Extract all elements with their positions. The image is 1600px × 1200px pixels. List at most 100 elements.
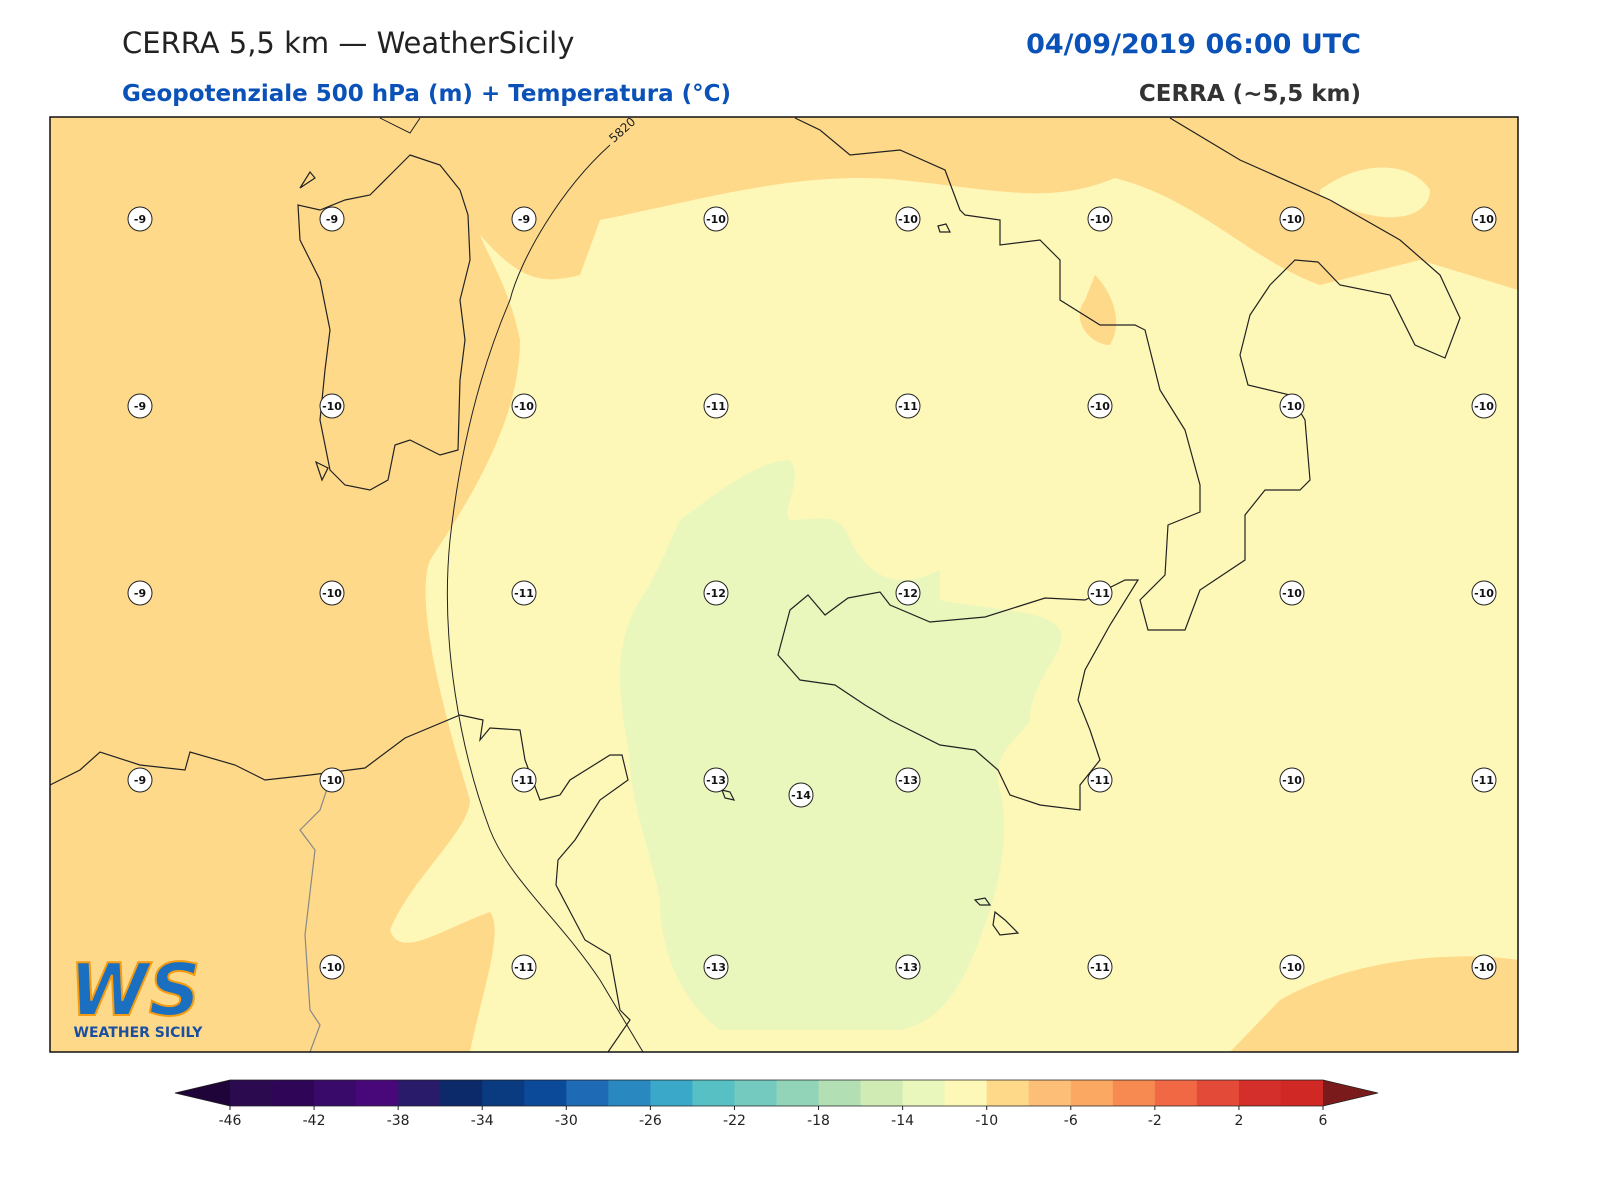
label-circle (703, 393, 729, 419)
temperature-label: -9 (134, 213, 146, 226)
colorbar-segment (1028, 1080, 1072, 1106)
label-circle (895, 580, 921, 606)
temperature-label: -9 (134, 400, 146, 413)
coastline (794, 117, 1461, 631)
colorbar-segment (776, 1080, 820, 1106)
temperature-label: -10 (1282, 400, 1302, 413)
title: CERRA 5,5 km — WeatherSicily (122, 26, 574, 60)
label-circle (1087, 393, 1113, 419)
temperature-field (1320, 167, 1430, 218)
label-circle (1471, 767, 1497, 793)
label-circle (511, 580, 537, 606)
map: 5820 -9 -9 -9 -10 -10 -10 -10 -10-9 -10 -10 -11 -11… (50, 117, 1518, 1052)
colorbar-tick-label: 2 (1234, 1113, 1243, 1129)
label-circle (703, 206, 729, 232)
label-circle (895, 767, 921, 793)
temperature-label: -10 (1282, 774, 1302, 787)
temperature-label: -9 (134, 774, 146, 787)
label-circle (703, 767, 729, 793)
temperature-labels: -9 -9 -9 -10 -10 -10 -10 -10 -9 -10 -10 -11 -11 -10 -1… (127, 206, 1497, 980)
colorbar-segment (650, 1080, 693, 1106)
colorbar-tick-label: -30 (555, 1113, 578, 1129)
colorbar-tick-label: 6 (1319, 1113, 1328, 1129)
colorbar-extend (1323, 1080, 1378, 1106)
colorbar-segment (818, 1080, 862, 1106)
label-circle (895, 954, 921, 980)
temperature-label: -9 (326, 213, 338, 226)
coastline (297, 154, 471, 491)
temperature-label: -10 (898, 213, 918, 226)
coastline (777, 579, 1140, 811)
temperature-label: -11 (706, 400, 726, 413)
colorbar-extend (175, 1080, 230, 1106)
label-circle (895, 393, 921, 419)
temperature-label: -10 (322, 961, 342, 974)
colorbar-segment (734, 1080, 777, 1106)
colorbar-segment (1196, 1080, 1240, 1106)
label-circle (319, 767, 345, 793)
temperature-label: -13 (706, 774, 726, 787)
colorbar-segment (692, 1080, 735, 1106)
map-frame (49, 116, 1519, 1053)
colorbar-segment (1070, 1080, 1114, 1106)
border (299, 779, 331, 1052)
label-circle (1087, 206, 1113, 232)
colorbar-tick-label: -2 (1148, 1113, 1162, 1129)
colorbar-segment (524, 1080, 567, 1106)
colorbar-tick-label: -6 (1064, 1113, 1078, 1129)
label-circle (511, 393, 537, 419)
temperature-label: -10 (1282, 213, 1302, 226)
cold-core (620, 460, 1062, 1030)
colorbar-tick-label: -18 (807, 1113, 830, 1129)
label-circle (788, 782, 814, 808)
colorbar-segment (608, 1080, 651, 1106)
label-circle (127, 393, 153, 419)
label-circle (1279, 580, 1305, 606)
colorbar-segment (860, 1080, 904, 1106)
model: CERRA (~5,5 km) (1139, 81, 1361, 107)
temperature-label: -11 (898, 400, 918, 413)
temperature-label: -11 (1090, 774, 1110, 787)
temperature-label: -12 (706, 587, 726, 600)
contour-line (379, 117, 644, 1052)
label-circle (1471, 954, 1497, 980)
temperature-label: -13 (706, 961, 726, 974)
temperature-label: -13 (898, 774, 918, 787)
temperature-label: -9 (134, 587, 146, 600)
temperature-label: -10 (322, 587, 342, 600)
colorbar-segment (230, 1080, 273, 1106)
label-circle (703, 580, 729, 606)
temperature-label: -10 (322, 400, 342, 413)
colorbar-segment (314, 1080, 357, 1106)
label-circle (319, 954, 345, 980)
logo-mark: WS (69, 948, 200, 1032)
coastline (50, 714, 1020, 1052)
temperature-label: -11 (514, 961, 534, 974)
colorbar-segment (1280, 1080, 1324, 1106)
temperature-label: -9 (518, 213, 530, 226)
temperature-label: -10 (706, 213, 726, 226)
colorbar-segment (1154, 1080, 1198, 1106)
colorbar-tick-label: -38 (387, 1113, 410, 1129)
label-circle (319, 580, 345, 606)
label-circle (1471, 580, 1497, 606)
label-circle (511, 954, 537, 980)
temperature-label: -10 (1282, 961, 1302, 974)
colorbar-segment (986, 1080, 1030, 1106)
colorbar-tick-label: -10 (975, 1113, 998, 1129)
label-circle (127, 767, 153, 793)
colorbar-segment (566, 1080, 609, 1106)
label-circle (1279, 767, 1305, 793)
colorbar-tick-label: -22 (723, 1113, 746, 1129)
temperature-label: -10 (514, 400, 534, 413)
label-circle (1471, 206, 1497, 232)
logo: WS WEATHER SICILY (68, 947, 203, 1041)
temperature-label: -10 (1474, 587, 1494, 600)
label-circle (127, 206, 153, 232)
label-circle (127, 580, 153, 606)
temperature-label: -11 (1090, 961, 1110, 974)
label-circle (1279, 393, 1305, 419)
temperature-label: -10 (1282, 587, 1302, 600)
colorbar: -46 -42 -38 -34 -30 -26 -22 -18 -14 -10 -6 -2 2 6 (174, 1079, 1379, 1129)
